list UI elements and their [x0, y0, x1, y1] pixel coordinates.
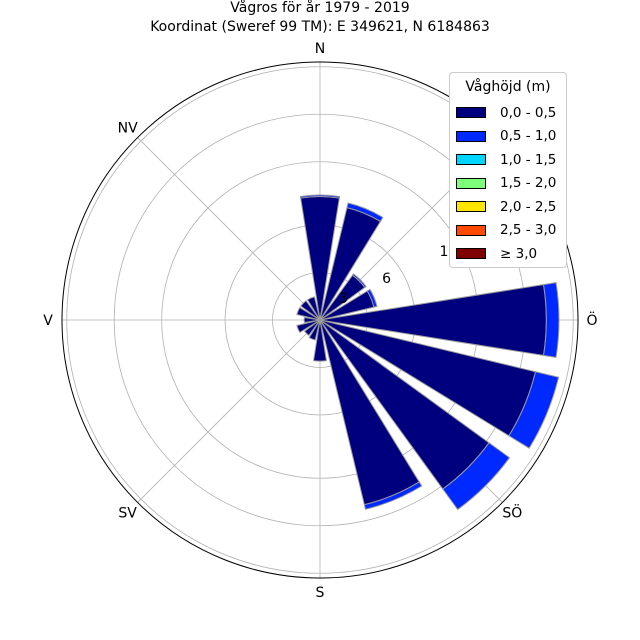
legend-swatch [456, 201, 486, 213]
bar-N-bin-1 [299, 194, 341, 199]
radial-tick-label: 6 [382, 271, 391, 287]
legend-entry: 0,5 - 1,0 [450, 125, 566, 149]
legend-label: 0,0 - 0,5 [500, 104, 557, 121]
legend-entry: 1,0 - 1,5 [450, 148, 566, 172]
direction-label: NV [118, 121, 138, 137]
direction-label: V [43, 313, 53, 329]
bar-NNO-bin-1 [346, 202, 384, 223]
wind-rose-bars [296, 194, 560, 511]
bar-SSO-bin-1 [363, 481, 423, 510]
direction-label: Ö [586, 311, 597, 329]
legend-entry: 2,5 - 3,0 [450, 219, 566, 243]
bar-VSV-bin-0 [296, 319, 321, 334]
chart-legend: Våghöjd (m) 0,0 - 0,5 0,5 - 1,0 1,0 - 1,5 1… [449, 72, 567, 268]
legend-label: 1,5 - 2,0 [500, 175, 557, 192]
bar-Ö-bin-1 [542, 282, 560, 358]
grid-spoke [137, 137, 321, 321]
direction-label: SV [118, 505, 137, 521]
legend-swatch [456, 177, 486, 189]
legend-label: 0,5 - 1,0 [500, 128, 557, 145]
radial-tick-label: 3 [339, 291, 348, 307]
bar-SO-bin-1 [442, 442, 511, 511]
legend-label: 2,0 - 2,5 [500, 198, 557, 215]
bar-SSV-bin-0 [308, 319, 321, 341]
legend-label: 1,0 - 1,5 [500, 151, 557, 168]
legend-entry: 2,0 - 2,5 [450, 195, 566, 219]
bar-V-bin-0 [303, 316, 321, 324]
chart-subtitle: Koordinat (Sweref 99 TM): E 349621, N 61… [150, 19, 490, 35]
legend-swatch [456, 154, 486, 166]
legend-entry: ≥ 3,0 [450, 242, 566, 266]
legend-swatch [456, 130, 486, 142]
legend-swatch [456, 224, 486, 236]
legend-swatch [456, 107, 486, 119]
chart-title: Vågros för år 1979 - 2019 [230, 0, 410, 16]
outer-ring [61, 61, 579, 579]
bar-NV-bin-0 [300, 300, 321, 321]
direction-label: SÖ [502, 503, 522, 521]
legend-title: Våghöjd (m) [465, 79, 551, 95]
bar-SV-bin-0 [303, 319, 321, 337]
legend-swatch [456, 248, 486, 260]
direction-label: N [315, 41, 325, 57]
legend-label: 2,5 - 3,0 [500, 222, 557, 239]
bar-OSO-bin-1 [508, 371, 560, 449]
grid-spoke [137, 319, 321, 503]
legend-entry: 0,0 - 0,5 [450, 101, 566, 125]
bar-ONO-bin-1 [366, 288, 378, 308]
bar-NO-bin-1 [351, 273, 367, 289]
direction-label: S [316, 585, 325, 601]
bar-S-bin-0 [312, 319, 328, 362]
legend-label: ≥ 3,0 [500, 245, 538, 262]
bar-VNV-bin-0 [296, 306, 321, 321]
bar-NNV-bin-0 [306, 296, 321, 321]
legend-entry: 1,5 - 2,0 [450, 172, 566, 196]
